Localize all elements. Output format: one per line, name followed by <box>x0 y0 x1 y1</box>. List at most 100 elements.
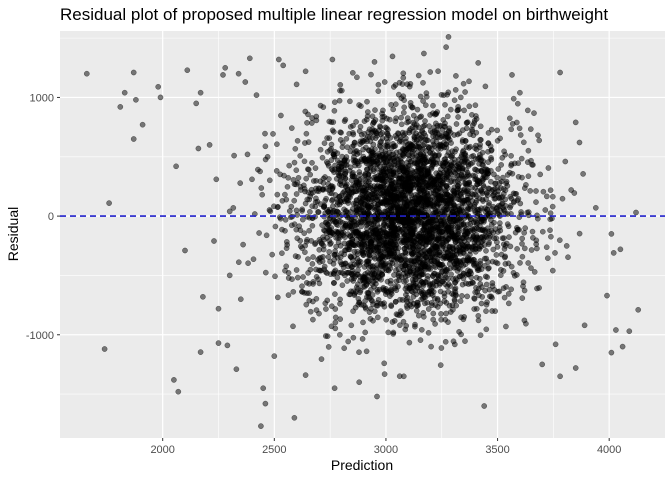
data-point <box>343 196 350 203</box>
data-point <box>470 152 477 159</box>
data-point <box>416 170 422 177</box>
data-point <box>271 203 277 210</box>
data-point <box>414 201 420 208</box>
data-point <box>325 254 332 260</box>
data-point <box>349 271 355 278</box>
data-point <box>398 188 404 194</box>
data-point <box>525 260 532 266</box>
data-point <box>215 305 222 312</box>
data-point <box>460 262 467 269</box>
data-point <box>233 366 240 373</box>
data-point <box>260 385 267 392</box>
data-point <box>184 67 191 74</box>
data-point <box>313 113 320 120</box>
data-point <box>348 322 355 329</box>
data-point <box>197 349 204 355</box>
data-point <box>197 89 204 96</box>
data-point <box>562 158 569 165</box>
data-point <box>400 153 407 159</box>
data-point <box>370 168 377 175</box>
data-point <box>390 232 397 239</box>
data-point <box>425 197 432 203</box>
data-point <box>438 91 445 98</box>
data-point <box>386 154 393 161</box>
data-point <box>315 188 322 195</box>
data-point <box>408 199 415 206</box>
data-point <box>483 326 490 333</box>
data-point <box>332 306 339 312</box>
data-point <box>576 230 583 237</box>
data-point <box>290 323 296 330</box>
data-point <box>404 141 411 148</box>
data-point <box>503 323 509 330</box>
data-point <box>253 92 260 98</box>
data-point <box>401 183 408 190</box>
data-point <box>360 274 366 281</box>
data-point <box>398 114 404 121</box>
data-point <box>279 197 286 204</box>
data-point <box>222 64 229 71</box>
data-point <box>139 121 146 128</box>
data-point <box>608 349 615 356</box>
data-point <box>299 216 306 223</box>
data-point <box>452 297 458 304</box>
data-point <box>476 263 483 270</box>
data-point <box>406 146 413 153</box>
data-point <box>456 247 463 253</box>
data-point <box>420 156 427 163</box>
data-point <box>291 159 298 166</box>
data-point <box>515 160 522 167</box>
data-point <box>493 252 500 258</box>
data-point <box>548 233 554 240</box>
data-point <box>327 190 333 196</box>
data-point <box>328 141 335 148</box>
data-point <box>310 316 316 323</box>
data-point <box>441 254 448 261</box>
data-point <box>514 226 521 233</box>
data-point <box>508 286 515 293</box>
data-point <box>425 329 432 336</box>
data-point <box>351 292 358 298</box>
data-point <box>406 268 413 275</box>
data-point <box>451 97 458 104</box>
data-point <box>510 95 517 102</box>
data-point <box>456 206 463 213</box>
data-point <box>200 293 206 300</box>
data-point <box>445 235 452 242</box>
data-point <box>518 209 524 215</box>
data-point <box>428 156 435 163</box>
data-point <box>417 114 423 121</box>
data-point <box>424 170 431 177</box>
data-point <box>303 301 310 308</box>
data-point <box>528 265 534 271</box>
data-point <box>543 193 550 200</box>
data-point <box>321 140 328 147</box>
data-point <box>362 188 369 194</box>
data-point <box>352 162 359 169</box>
data-point <box>539 228 546 235</box>
data-point <box>404 81 411 88</box>
x-tick-label: 4000 <box>597 444 621 456</box>
data-point <box>444 283 451 290</box>
data-point <box>438 132 445 139</box>
data-point <box>282 191 288 198</box>
data-point <box>462 89 468 95</box>
data-point <box>297 237 304 244</box>
data-point <box>552 250 558 256</box>
data-point <box>430 102 436 109</box>
data-point <box>425 182 432 189</box>
data-point <box>447 265 454 272</box>
data-point <box>496 224 503 231</box>
data-point <box>547 216 554 223</box>
data-point <box>461 154 467 161</box>
data-point <box>479 188 485 195</box>
data-point <box>375 176 381 183</box>
data-points <box>83 34 642 429</box>
data-point <box>506 234 512 240</box>
data-point <box>501 294 508 301</box>
data-point <box>386 199 393 206</box>
data-point <box>521 245 528 252</box>
data-point <box>506 169 513 176</box>
data-point <box>307 308 314 315</box>
data-point <box>539 361 546 368</box>
